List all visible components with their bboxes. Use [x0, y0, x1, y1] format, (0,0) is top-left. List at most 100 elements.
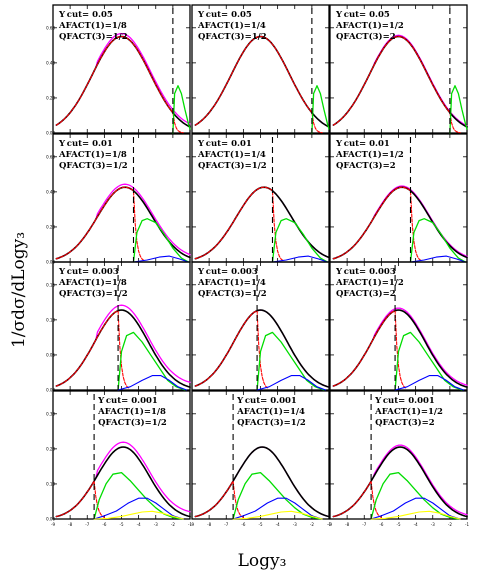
y-tick-label: 0.00	[46, 131, 55, 136]
ycut-label: Y cut= 0.003	[197, 267, 258, 277]
panel-r4-c1: -9 -8 -7 -6 -5 -4 -3 -2 -1 0.00 0.10 0.20 0.30 Y cut=…	[46, 390, 192, 527]
ycut-label: Y cut= 0.001	[236, 396, 297, 406]
total-curve	[55, 186, 191, 260]
total-curve	[194, 35, 330, 128]
qfact-label: QFACT(3)=1/2	[59, 288, 128, 299]
ycut-label: Y cut= 0.001	[97, 396, 158, 406]
three-jet-curve	[394, 331, 463, 391]
x-tick-label: -8	[68, 522, 72, 527]
two-jet-curve	[55, 310, 129, 389]
two-jet-curve	[332, 480, 382, 519]
ycut-label: Y cut= 0.05	[58, 10, 113, 20]
x-tick-label: -4	[137, 522, 141, 527]
two-jet-curve	[55, 186, 145, 261]
five-jet-curve	[370, 510, 461, 520]
ycut-label: Y cut= 0.01	[197, 139, 252, 149]
qfact-label: QFACT(3)=1/2	[198, 160, 267, 171]
afact-label: AFACT(1)=1/8	[58, 20, 127, 31]
qfact-label: QFACT(3)=2	[336, 288, 396, 299]
afact-label: AFACT(1)=1/8	[58, 149, 127, 160]
qfact-label: QFACT(3)=2	[375, 417, 435, 428]
three-jet-curve	[117, 331, 186, 391]
y-tick-label: 0.00	[46, 388, 55, 393]
total-curve	[332, 186, 468, 260]
x-axis-label: Logy₃	[238, 551, 287, 571]
x-tick-label: -7	[224, 522, 228, 527]
x-tick-label: -9	[51, 522, 55, 527]
qfact-label: QFACT(3)=2	[336, 31, 396, 42]
total-curve	[332, 35, 468, 128]
y-axis-label: 1/σdσ/dLogy₃	[9, 232, 29, 348]
x-tick-label: -4	[414, 522, 418, 527]
sum-curve	[55, 32, 191, 126]
sum-curve	[332, 34, 468, 127]
afact-label: AFACT(1)=1/8	[97, 406, 166, 417]
four-jet-curve	[117, 375, 188, 391]
three-jet-curve	[271, 218, 328, 263]
qfact-label: QFACT(3)=1/2	[59, 160, 128, 171]
five-jet-curve	[232, 510, 323, 520]
two-jet-curve	[194, 186, 284, 261]
two-jet-curve	[194, 35, 323, 134]
three-jet-curve	[449, 85, 468, 134]
afact-label: AFACT(1)=1/2	[335, 277, 404, 288]
afact-label: AFACT(1)=1/4	[197, 277, 266, 288]
afact-label: AFACT(1)=1/2	[335, 149, 404, 160]
y-tick-label: 0.10	[46, 481, 55, 486]
y-tick-label: 0.10	[46, 317, 55, 322]
x-tick-label: -7	[362, 522, 366, 527]
x-tick-label: -5	[259, 522, 263, 527]
qfact-label: QFACT(3)=1/2	[198, 288, 267, 299]
two-jet-curve	[332, 186, 422, 261]
four-jet-curve	[394, 375, 465, 391]
three-jet-curve	[132, 218, 189, 263]
sum-curve	[194, 186, 330, 260]
afact-label: AFACT(1)=1/4	[197, 149, 266, 160]
total-curve	[194, 186, 330, 260]
four-jet-curve	[93, 497, 184, 520]
qfact-label: QFACT(3)=1/2	[98, 417, 167, 428]
panel-grid: 0.000.200.400.60Y cut= 0.05AFACT(1)=1/8Q…	[46, 4, 469, 527]
two-jet-curve	[332, 35, 461, 134]
x-tick-label: -6	[379, 522, 383, 527]
panel-r4-c3: -9 -8 -7 -6 -5 -4 -3 -2 -1 Y cut= 0.001AFACT(1)=1…	[328, 390, 469, 527]
four-jet-curve	[256, 375, 327, 391]
y-tick-label: 0.20	[46, 224, 55, 229]
y-tick-label: 0.60	[46, 154, 55, 159]
three-jet-curve	[409, 218, 466, 263]
x-tick-label: -8	[345, 522, 349, 527]
x-tick-label: -3	[431, 522, 435, 527]
three-jet-curve	[311, 85, 330, 134]
ycut-label: Y cut= 0.05	[335, 10, 390, 20]
ycut-label: Y cut= 0.01	[335, 139, 390, 149]
y-tick-label: 0.40	[46, 60, 55, 65]
qfact-label: QFACT(3)=1/2	[198, 31, 267, 42]
x-tick-label: -1	[327, 522, 331, 527]
sum-curve	[194, 35, 330, 128]
four-jet-curve	[409, 255, 466, 263]
x-tick-label: -2	[310, 522, 314, 527]
x-tick-label: -5	[120, 522, 124, 527]
afact-label: AFACT(1)=1/4	[197, 20, 266, 31]
qfact-label: QFACT(3)=2	[336, 160, 396, 171]
ycut-label: Y cut= 0.003	[58, 267, 119, 277]
y-tick-label: 0.05	[46, 352, 55, 357]
three-jet-curve	[172, 85, 191, 134]
x-tick-label: -5	[397, 522, 401, 527]
x-tick-label: -1	[465, 522, 469, 527]
two-jet-curve	[55, 480, 105, 519]
two-jet-curve	[55, 35, 184, 134]
afact-label: AFACT(1)=1/8	[58, 277, 127, 288]
x-tick-label: -3	[293, 522, 297, 527]
four-jet-curve	[271, 255, 328, 263]
x-tick-label: -2	[448, 522, 452, 527]
y-tick-label: 0.60	[46, 25, 55, 30]
panel-r4-c2: -9 -8 -7 -6 -5 -4 -3 -2 -1 Y cut= 0.001AFACT(1)=1…	[190, 390, 331, 527]
three-jet-curve	[256, 331, 325, 391]
ycut-label: Y cut= 0.001	[374, 396, 435, 406]
x-tick-label: -9	[190, 522, 194, 527]
four-jet-curve	[370, 497, 461, 520]
